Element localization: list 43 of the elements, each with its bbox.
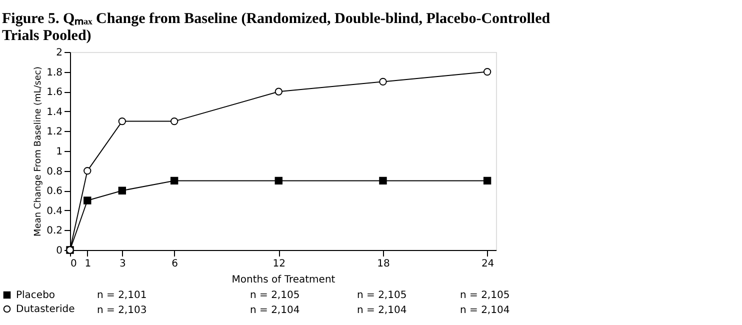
y-tick-label: 2 xyxy=(56,48,62,58)
y-tick-label: 1.4 xyxy=(46,106,62,118)
point xyxy=(84,166,92,175)
y-tick-label: 1.8 xyxy=(46,67,62,78)
point xyxy=(118,186,126,194)
point xyxy=(84,196,92,204)
y-tick-label: 0.6 xyxy=(46,186,62,198)
x-tick-label: 6 xyxy=(172,258,178,270)
legend-label: Dutasteride xyxy=(16,304,75,315)
x-tick-label: 3 xyxy=(119,258,126,270)
point xyxy=(274,176,283,185)
point xyxy=(170,117,178,126)
text: n = 2,104 xyxy=(357,305,407,316)
text: n = 2,103 xyxy=(97,305,147,316)
text: n = 2,105 xyxy=(250,290,300,301)
text: n = 2,105 xyxy=(357,290,407,301)
point xyxy=(274,88,283,96)
point xyxy=(379,176,387,185)
point xyxy=(483,176,492,185)
y-tick-label: 0.4 xyxy=(46,206,62,217)
x-axis-title: Months of Treatment xyxy=(232,274,336,286)
y-tick-label: 0.2 xyxy=(46,226,62,237)
text: n = 2,101 xyxy=(97,290,147,301)
y-tick-label: 0.8 xyxy=(46,166,62,178)
x-tick-label: 18 xyxy=(377,258,390,270)
point xyxy=(170,176,178,185)
text: n = 2,104 xyxy=(250,305,300,316)
x-tick-label: 1 xyxy=(84,258,92,270)
x-tick-label: 12 xyxy=(272,258,286,270)
y-tick-label: 1 xyxy=(56,146,62,158)
x-tick-label: 0 xyxy=(70,258,77,270)
y-axis-title: Mean Change From Baseline (mL/sec) xyxy=(34,66,44,236)
point xyxy=(118,117,126,126)
y-tick-label: 0 xyxy=(56,246,62,256)
y-tick-label: 1.6 xyxy=(46,87,62,98)
text: n = 2,104 xyxy=(460,305,510,316)
point xyxy=(483,68,492,76)
y-tick-label: 1.2 xyxy=(46,126,62,138)
legend-label: Placebo xyxy=(16,290,56,301)
text: n = 2,105 xyxy=(460,290,510,301)
x-tick-label: 24 xyxy=(481,258,494,270)
point xyxy=(379,78,387,86)
chart-title: Figure 5. Qₘₐₓ Change from Baseline (Randomized, Double-blind, Placebo-Controlled Trials Pooled) xyxy=(2,11,551,44)
